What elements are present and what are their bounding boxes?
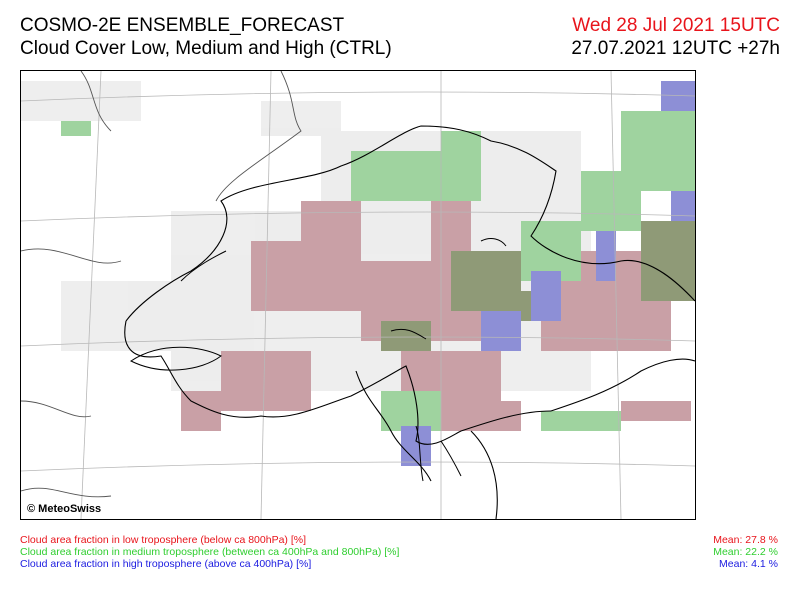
graticule bbox=[21, 71, 695, 519]
legend-means: Mean: 27.8 % Mean: 22.2 % Mean: 4.1 % bbox=[713, 534, 778, 570]
legend-high-label: Cloud area fraction in high troposphere … bbox=[20, 558, 312, 570]
title-block: COSMO-2E ENSEMBLE_FORECAST Cloud Cover L… bbox=[20, 14, 392, 60]
map-canvas bbox=[21, 71, 695, 519]
country-borders bbox=[21, 71, 302, 498]
time-block: Wed 28 Jul 2021 15UTC 27.07.2021 12UTC +… bbox=[571, 14, 780, 60]
mixed-cloud-layer bbox=[381, 221, 695, 351]
mean-low: Mean: 27.8 % bbox=[713, 534, 778, 546]
legend-low-label: Cloud area fraction in low troposphere (… bbox=[20, 534, 306, 546]
mean-medium: Mean: 22.2 % bbox=[713, 546, 778, 558]
mean-high: Mean: 4.1 % bbox=[719, 558, 778, 570]
map-title: COSMO-2E ENSEMBLE_FORECAST bbox=[20, 15, 345, 36]
valid-time: Wed 28 Jul 2021 15UTC bbox=[572, 15, 780, 36]
cloud-cover-map: © MeteoSwiss bbox=[20, 70, 696, 520]
map-subtitle: Cloud Cover Low, Medium and High (CTRL) bbox=[20, 38, 392, 59]
legend: Cloud area fraction in low troposphere (… bbox=[20, 534, 399, 570]
run-time: 27.07.2021 12UTC +27h bbox=[571, 38, 780, 59]
copyright-label: © MeteoSwiss bbox=[27, 503, 102, 515]
lakes bbox=[130, 238, 507, 482]
legend-medium-label: Cloud area fraction in medium tropospher… bbox=[20, 546, 400, 558]
high-cloud-layer bbox=[401, 81, 695, 466]
